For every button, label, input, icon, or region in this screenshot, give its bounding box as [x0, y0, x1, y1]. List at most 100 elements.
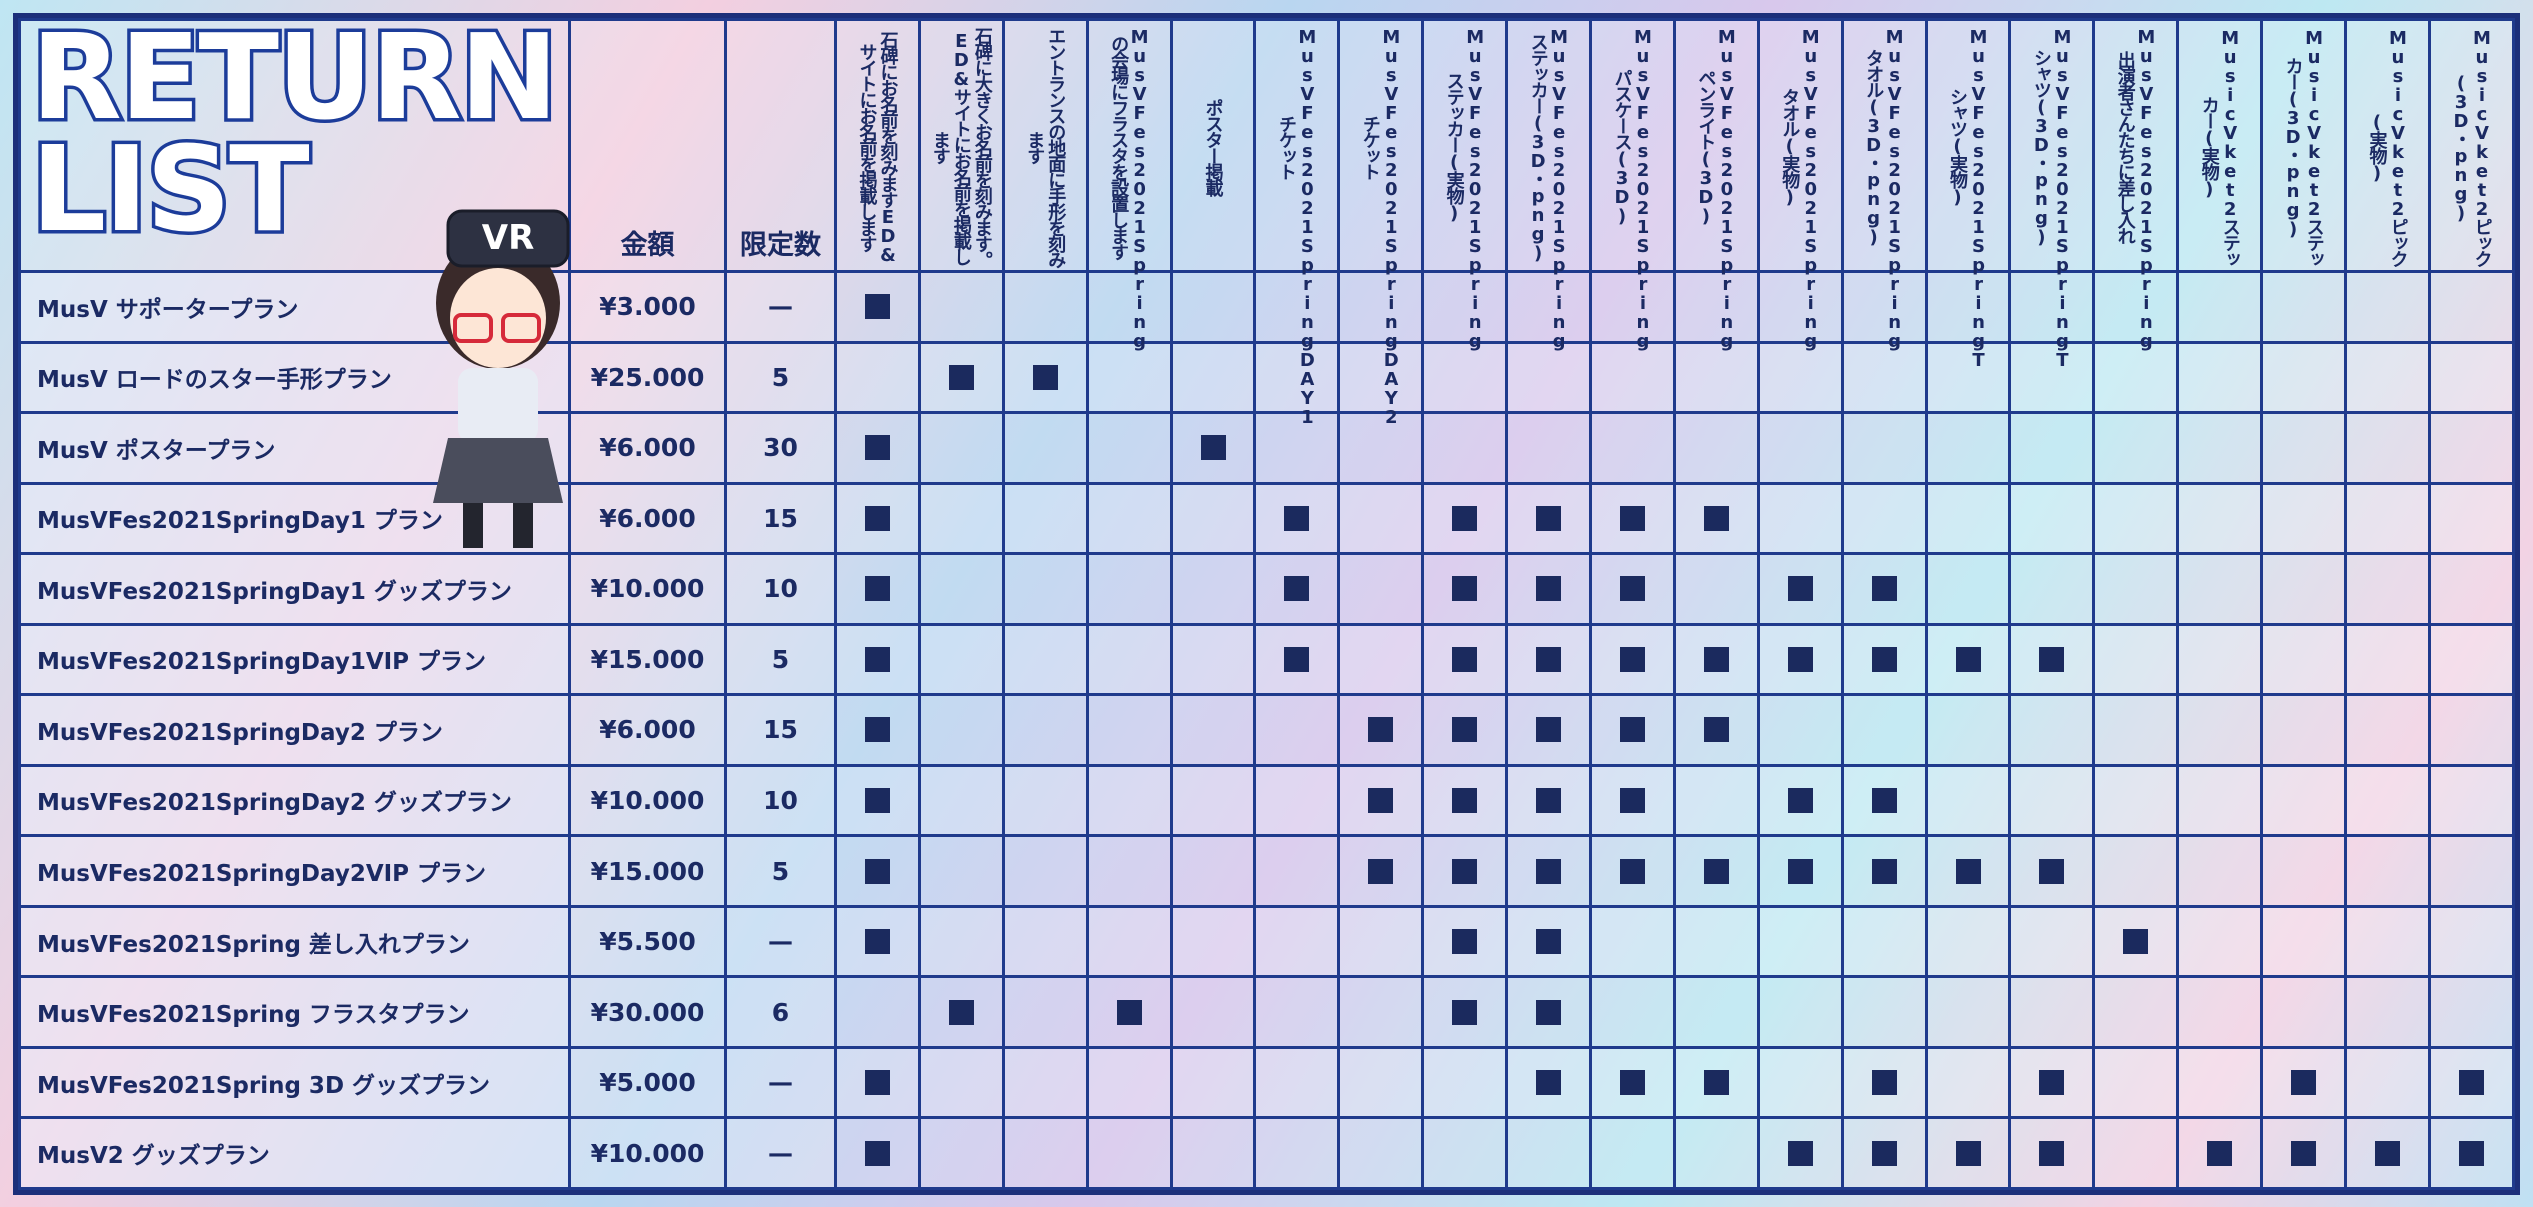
- reward-label: MusVFes2021Spring出演者さんたちに差し入れ: [2114, 27, 2157, 350]
- reward-cell: [1421, 481, 1509, 556]
- reward-cell: [2260, 411, 2348, 485]
- check-mark: [864, 1140, 890, 1166]
- check-mark: [2291, 1070, 2317, 1096]
- reward-cell: [917, 763, 1005, 838]
- reward-cell: [1337, 834, 1425, 908]
- skirt: [433, 438, 563, 503]
- check-mark: [2374, 1140, 2400, 1166]
- leg: [463, 503, 483, 548]
- reward-cell: [2008, 1116, 2096, 1190]
- reward-cell: [1672, 481, 1760, 556]
- reward-cell: [1840, 904, 1928, 979]
- reward-cell: [1421, 552, 1509, 626]
- reward-label: MusVFes2021SpringDAY1チケット: [1275, 27, 1318, 426]
- reward-cell: [1672, 904, 1760, 979]
- reward-cell: [2092, 270, 2180, 344]
- reward-cell: [834, 904, 921, 979]
- reward-header: MusVFes2021SpringTシャツ(実物): [1924, 18, 2012, 369]
- reward-cell: [2176, 763, 2264, 838]
- check-mark: [1703, 717, 1729, 743]
- reward-cell: [2427, 270, 2516, 344]
- plan-name: MusVFes2021Spring 差し入れプラン: [18, 904, 571, 979]
- reward-label: エントランスの地面に手形を刻みます: [1024, 27, 1067, 267]
- reward-cell: [1756, 1116, 1844, 1190]
- reward-header: MusVFes2021Springタオル(3D・png): [1840, 18, 1928, 350]
- reward-cell: [1924, 834, 2012, 908]
- reward-cell: [2092, 622, 2180, 697]
- reward-cell: [834, 693, 921, 767]
- check-mark: [1452, 929, 1478, 955]
- reward-cell: [1924, 1116, 2012, 1190]
- reward-cell: [1253, 975, 1341, 1049]
- reward-cell: [2427, 1116, 2516, 1190]
- reward-cell: [1337, 693, 1425, 767]
- reward-cell: [917, 552, 1005, 626]
- reward-cell: [917, 481, 1005, 556]
- reward-header: MusVFes2021Springタオル(実物): [1756, 18, 1844, 350]
- plan-name: MusVFes2021SpringDay2 グッズプラン: [18, 763, 571, 838]
- reward-cell: [2344, 340, 2431, 415]
- check-mark: [1536, 717, 1562, 743]
- reward-cell: [1840, 552, 1928, 626]
- reward-cell: [2260, 1045, 2348, 1120]
- check-mark: [1032, 364, 1058, 390]
- reward-cell: [1505, 270, 1593, 344]
- plan-row: MusVFes2021Spring 3D グッズプラン ¥5.000—: [18, 1045, 2516, 1120]
- reward-cell: [1001, 270, 1089, 344]
- plan-limit: 15: [724, 693, 837, 767]
- reward-header: MusicVket2ステッカー(実物): [2176, 18, 2264, 273]
- plan-name: MusV2 グッズプラン: [18, 1116, 571, 1190]
- reward-cell: [2427, 552, 2516, 626]
- reward-cell: [2344, 411, 2431, 485]
- reward-label: 石碑に大きくお名前を刻みます。ED&サイトにお名前を掲載します: [929, 27, 993, 267]
- reward-cell: [1924, 552, 2012, 626]
- reward-cell: [1001, 340, 1089, 415]
- reward-header: MusVFes2021Spring出演者さんたちに差し入れ: [2092, 18, 2180, 350]
- plan-row: MusVFes2021SpringDay1 グッズプラン ¥10.000 10: [18, 552, 2516, 626]
- reward-cell: [1840, 411, 1928, 485]
- reward-cell: [1085, 1116, 1173, 1190]
- reward-cell: [1589, 763, 1676, 838]
- check-mark: [1955, 858, 1981, 884]
- reward-cell: [1169, 763, 1257, 838]
- check-mark: [1955, 646, 1981, 672]
- reward-cell: [2260, 763, 2348, 838]
- check-mark: [1619, 646, 1645, 672]
- reward-cell: [1840, 975, 1928, 1049]
- reward-cell: [1589, 1116, 1676, 1190]
- reward-cell: [1505, 763, 1593, 838]
- check-mark: [1452, 576, 1478, 602]
- plan-limit: 5: [724, 834, 837, 908]
- reward-cell: [1337, 975, 1425, 1049]
- reward-label: MusVFes2021Springペンライト(3D): [1695, 27, 1738, 350]
- check-mark: [948, 364, 974, 390]
- reward-cell: [2176, 481, 2264, 556]
- reward-cell: [2427, 1045, 2516, 1120]
- reward-cell: [2092, 411, 2180, 485]
- reward-cell: [2427, 763, 2516, 838]
- reward-cell: [2260, 975, 2348, 1049]
- reward-cell: [1337, 552, 1425, 626]
- reward-cell: [1924, 270, 2012, 344]
- reward-cell: [1505, 340, 1593, 415]
- reward-cell: [1169, 834, 1257, 908]
- check-mark: [1703, 646, 1729, 672]
- reward-cell: [1085, 552, 1173, 626]
- reward-cell: [2344, 622, 2431, 697]
- reward-cell: [2344, 693, 2431, 767]
- reward-cell: [1505, 411, 1593, 485]
- reward-cell: [1253, 1116, 1341, 1190]
- reward-cell: [1421, 340, 1509, 415]
- reward-cell: [917, 622, 1005, 697]
- reward-cell: [834, 270, 921, 344]
- reward-cell: [1756, 622, 1844, 697]
- check-mark: [2039, 858, 2065, 884]
- check-mark: [948, 999, 974, 1025]
- reward-label: MusicVket2ステッカー(3D・png): [2282, 28, 2325, 266]
- reward-cell: [1421, 904, 1509, 979]
- reward-cell: [917, 1116, 1005, 1190]
- reward-cell: [1589, 622, 1676, 697]
- reward-header: MusVFes2021Springステッカー(実物): [1421, 18, 1509, 350]
- reward-cell: [1589, 834, 1676, 908]
- plan-limit: —: [724, 1045, 837, 1120]
